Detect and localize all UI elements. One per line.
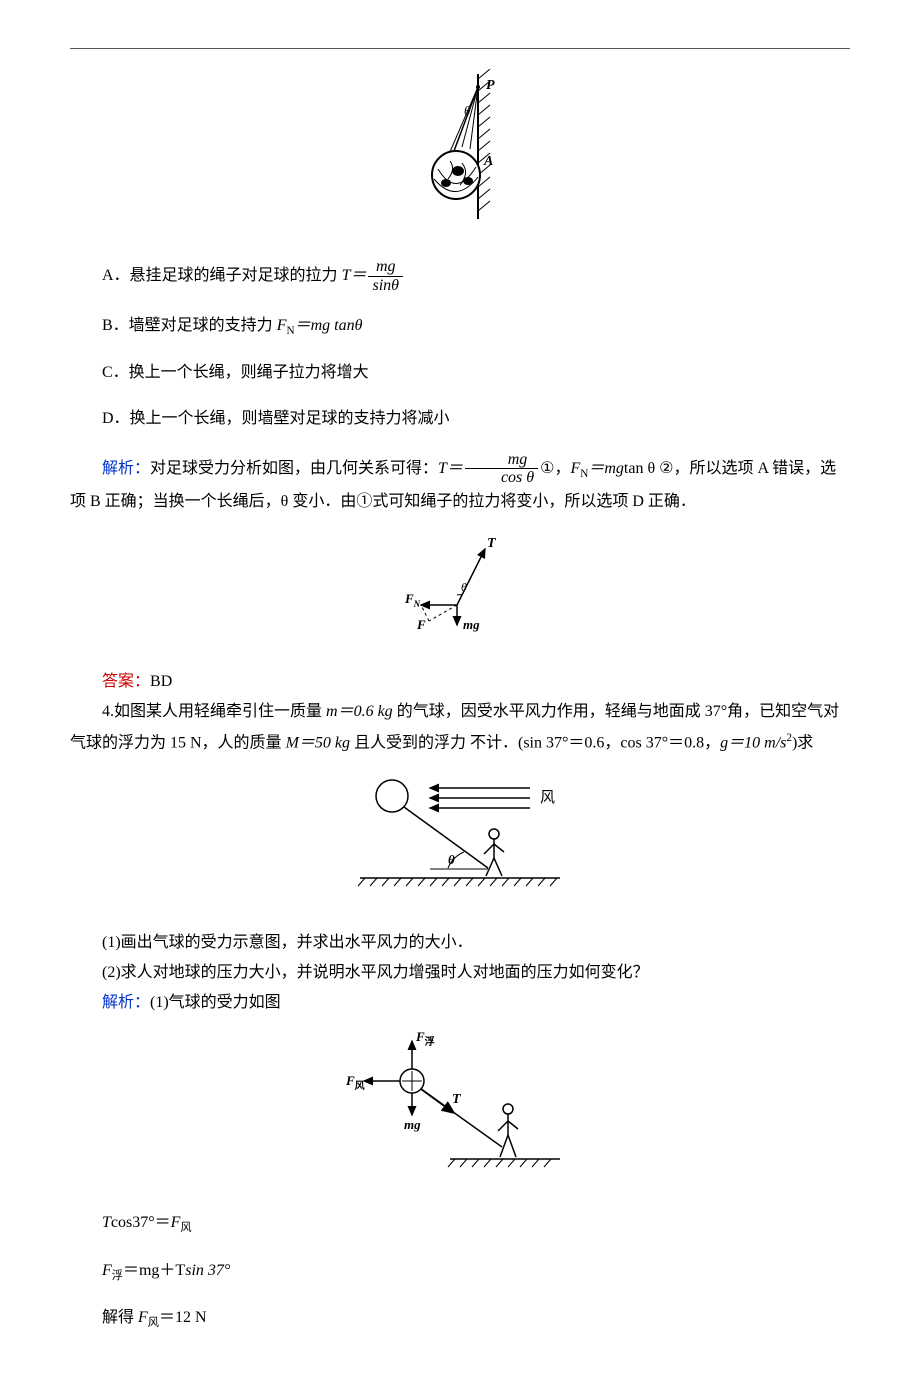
svg-text:F: F (416, 617, 426, 632)
figure-force-triangle: T FN mg F θ (70, 527, 850, 648)
top-rule (70, 48, 850, 49)
equation-1: Tcos37°＝F风 (102, 1208, 850, 1239)
figure-balloon-forces: F浮 F风 mg T (70, 1029, 850, 1190)
figure-ball-wall: P θ A (70, 69, 850, 240)
sub-question-2: (2)求人对地球的压力大小，并说明水平风力增强时人对地面的压力如何变化？ (70, 958, 850, 988)
option-A-frac: mgsinθ (368, 258, 403, 294)
svg-text:T: T (452, 1092, 462, 1107)
svg-text:风: 风 (540, 789, 555, 806)
option-D: D．换上一个长绳，则墙壁对足球的支持力将减小 (102, 404, 850, 434)
svg-text:mg: mg (404, 1117, 421, 1132)
figure-balloon-person: θ 风 (70, 768, 850, 909)
svg-text:F浮: F浮 (415, 1029, 435, 1048)
svg-text:F风: F风 (345, 1073, 365, 1092)
label-P: P (486, 78, 495, 93)
answer-label: 答案： (102, 673, 150, 690)
svg-text:θ: θ (448, 852, 455, 867)
option-B: B．墙壁对足球的支持力 FN＝mg tanθ (102, 311, 850, 342)
equation-2: F浮＝mg＋Tsin 37° (102, 1256, 850, 1287)
option-A: A．悬挂足球的绳子对足球的拉力 T＝mgsinθ (102, 258, 850, 294)
sub-question-1: (1)画出气球的受力示意图，并求出水平风力的大小． (70, 928, 850, 958)
solution-label: 解析： (102, 994, 150, 1011)
option-A-lhs: T＝ (342, 267, 367, 284)
question-4: 4.如图某人用轻绳牵引住一质量 m＝0.6 kg 的气球，因受水平风力作用，轻绳… (70, 697, 850, 758)
solution-opening: 解析：(1)气球的受力如图 (70, 988, 850, 1018)
answer-value: BD (150, 673, 172, 690)
svg-text:FN: FN (404, 591, 421, 609)
option-A-text: A．悬挂足球的绳子对足球的拉力 (102, 267, 342, 284)
analysis-paragraph: 解析：对足球受力分析如图，由几何关系可得：T＝mgcos θ①，FN＝mgtan… (70, 451, 850, 518)
answer-line: 答案：BD (70, 667, 850, 697)
equation-3: 解得 F风＝12 N (102, 1303, 850, 1334)
option-C: C．换上一个长绳，则绳子拉力将增大 (102, 358, 850, 388)
label-theta-1: θ (464, 103, 471, 118)
label-A: A (483, 154, 493, 169)
analysis-label: 解析： (102, 460, 150, 477)
svg-text:T: T (487, 536, 497, 551)
svg-text:θ: θ (461, 580, 467, 594)
svg-text:mg: mg (463, 617, 480, 632)
